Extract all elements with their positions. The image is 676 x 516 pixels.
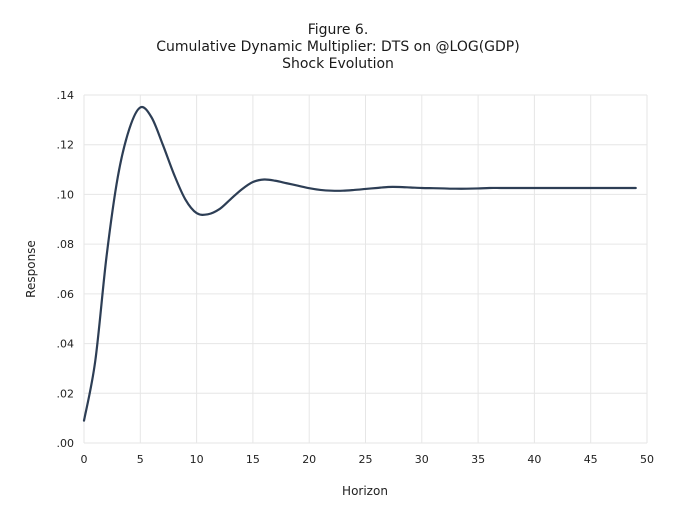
- x-tick-label: 45: [584, 453, 598, 466]
- x-tick-label: 30: [415, 453, 429, 466]
- x-axis-ticks: 0 5 10 15 20 25 30 35 40 45 50: [81, 453, 655, 466]
- x-tick-label: 0: [81, 453, 88, 466]
- y-tick-label: .00: [57, 437, 75, 450]
- y-tick-label: .10: [57, 188, 75, 201]
- x-tick-label: 15: [246, 453, 260, 466]
- y-tick-label: .06: [57, 288, 75, 301]
- chart-title: Figure 6.: [307, 22, 369, 38]
- y-axis-label: Response: [24, 240, 38, 298]
- x-tick-label: 35: [471, 453, 485, 466]
- y-tick-label: .02: [57, 387, 75, 400]
- x-tick-label: 5: [137, 453, 144, 466]
- x-tick-label: 25: [359, 453, 373, 466]
- chart-subtitle: Cumulative Dynamic Multiplier: DTS on @L…: [156, 39, 520, 55]
- x-tick-label: 50: [640, 453, 654, 466]
- y-tick-label: .14: [57, 89, 75, 102]
- y-tick-label: .08: [57, 238, 75, 251]
- y-tick-label: .04: [57, 338, 75, 351]
- y-axis-ticks: .00 .02 .04 .06 .08 .10 .12 .14: [57, 89, 75, 450]
- x-tick-label: 40: [527, 453, 541, 466]
- grid-lines: [83, 94, 648, 444]
- x-tick-label: 20: [302, 453, 316, 466]
- x-axis-label: Horizon: [342, 484, 388, 498]
- series-line: [82, 105, 637, 422]
- chart-subtitle-2: Shock Evolution: [282, 56, 394, 72]
- y-tick-label: .12: [57, 139, 75, 152]
- x-tick-label: 10: [190, 453, 204, 466]
